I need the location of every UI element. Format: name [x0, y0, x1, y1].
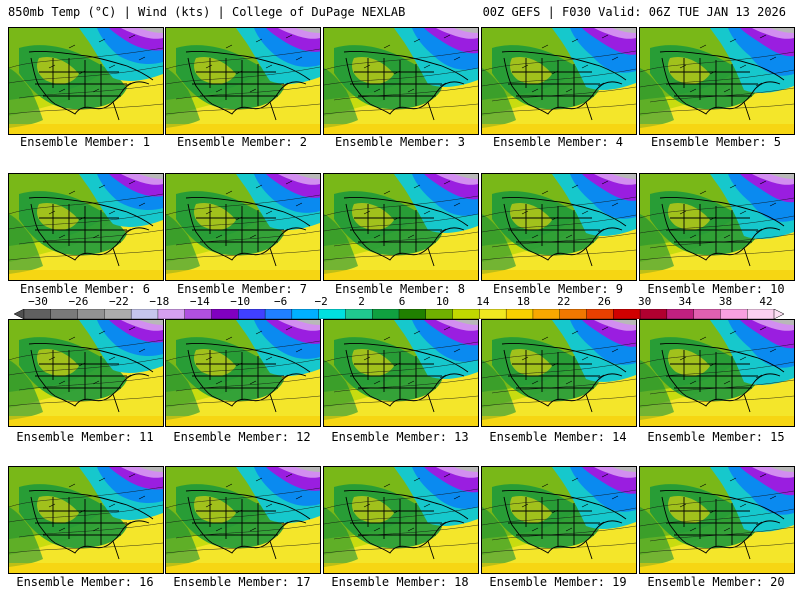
- colorbar-tick-label: 30: [638, 295, 652, 308]
- ensemble-member-map: [323, 319, 479, 427]
- colorbar-tick-label: −30: [28, 295, 48, 308]
- ensemble-member-label: Ensemble Member: 13: [331, 430, 469, 444]
- ensemble-member-map: [639, 27, 795, 135]
- ensemble-member-label: Ensemble Member: 14: [489, 430, 627, 444]
- ensemble-member-map: [481, 466, 637, 574]
- colorbar-tick-label: −26: [68, 295, 89, 308]
- colorbar-tick-label: 14: [476, 295, 490, 308]
- ensemble-member-map: [323, 466, 479, 574]
- ensemble-member-label: Ensemble Member: 7: [176, 282, 308, 296]
- colorbar-tick-label: −6: [274, 295, 288, 308]
- ensemble-member-map: [639, 319, 795, 427]
- ensemble-member-map: [8, 173, 164, 281]
- ensemble-member-map: [165, 27, 321, 135]
- ensemble-member-map: [8, 27, 164, 135]
- colorbar-tick-label: 6: [398, 295, 406, 308]
- ensemble-member-label: Ensemble Member: 6: [19, 282, 151, 296]
- colorbar-tick-label: −14: [189, 295, 210, 308]
- colorbar-tick-label: 22: [557, 295, 571, 308]
- ensemble-member-map: [481, 173, 637, 281]
- ensemble-member-label: Ensemble Member: 9: [492, 282, 624, 296]
- ensemble-member-map: [165, 319, 321, 427]
- ensemble-member-map: [639, 173, 795, 281]
- ensemble-member-map: [165, 173, 321, 281]
- run-valid-time: 00Z GEFS | F030 Valid: 06Z TUE JAN 13 20…: [482, 5, 786, 19]
- colorbar-tick-label: 38: [718, 295, 733, 308]
- ensemble-member-map: [8, 466, 164, 574]
- colorbar-tick-label: 34: [678, 295, 692, 308]
- temperature-colorbar: [14, 309, 784, 319]
- ensemble-member-map: [481, 319, 637, 427]
- colorbar-tick-label: −22: [108, 295, 129, 308]
- ensemble-member-label: Ensemble Member: 5: [650, 135, 782, 149]
- ensemble-member-label: Ensemble Member: 16: [16, 575, 154, 589]
- ensemble-member-label: Ensemble Member: 11: [16, 430, 154, 444]
- ensemble-member-label: Ensemble Member: 8: [334, 282, 466, 296]
- ensemble-member-label: Ensemble Member: 3: [334, 135, 466, 149]
- ensemble-member-label: Ensemble Member: 4: [492, 135, 624, 149]
- colorbar-tick-label: 2: [358, 295, 365, 308]
- ensemble-member-label: Ensemble Member: 10: [647, 282, 785, 296]
- map-title: 850mb Temp (°C) | Wind (kts) | College o…: [8, 5, 406, 19]
- ensemble-member-map: [323, 27, 479, 135]
- colorbar-tick-label: 26: [597, 295, 611, 308]
- colorbar-tick-label: −18: [149, 295, 170, 308]
- ensemble-member-label: Ensemble Member: 15: [647, 430, 785, 444]
- colorbar-tick-label: 42: [759, 295, 773, 308]
- ensemble-member-map: [165, 466, 321, 574]
- colorbar-tick-label: 18: [516, 295, 530, 308]
- ensemble-member-map: [639, 466, 795, 574]
- ensemble-member-label: Ensemble Member: 2: [176, 135, 308, 149]
- colorbar-tick-label: 10: [435, 295, 450, 308]
- ensemble-member-map: [8, 319, 164, 427]
- ensemble-member-label: Ensemble Member: 20: [647, 575, 785, 589]
- ensemble-member-label: Ensemble Member: 12: [173, 430, 311, 444]
- colorbar-tick-label: −10: [230, 295, 251, 308]
- ensemble-member-map: [481, 27, 637, 135]
- ensemble-member-label: Ensemble Member: 17: [173, 575, 311, 589]
- ensemble-member-label: Ensemble Member: 18: [331, 575, 469, 589]
- ensemble-member-map: [323, 173, 479, 281]
- colorbar-tick-label: −2: [314, 295, 328, 308]
- ensemble-member-label: Ensemble Member: 19: [489, 575, 627, 589]
- ensemble-member-label: Ensemble Member: 1: [19, 135, 151, 149]
